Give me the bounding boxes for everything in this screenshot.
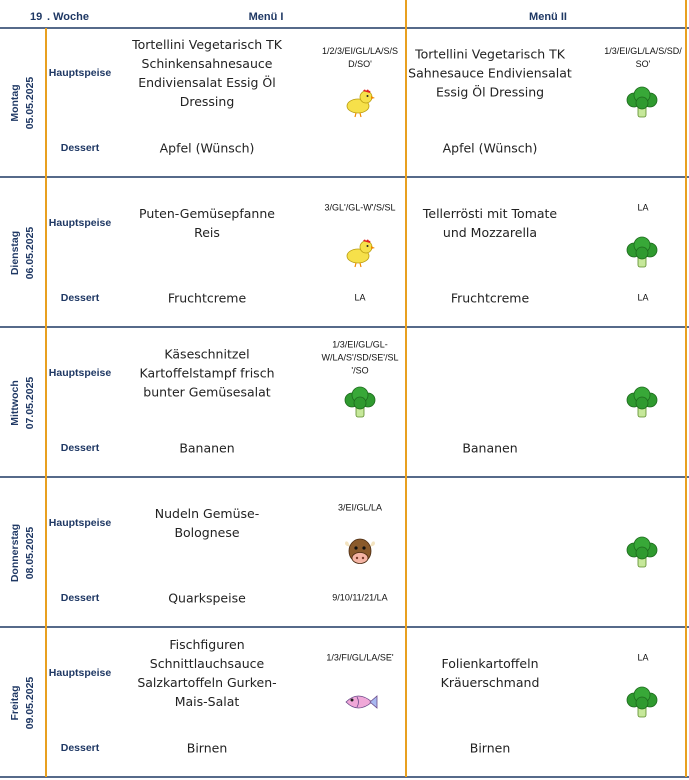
- allergen-codes-line: 1/3/EI/GL/LA/S/SD/: [604, 46, 682, 56]
- day-name: Mittwoch: [9, 380, 21, 426]
- allergen-codes-line: LA: [637, 652, 649, 663]
- allergen-codes-line: 9/10/11/21/LA: [332, 592, 388, 603]
- main-dish-line: Endiviensalat Essig Öl: [138, 75, 276, 90]
- allergen-codes: 1/2/3/EI/GL/LA/S/S D/SO': [322, 45, 398, 71]
- main-label: Hauptspeise: [48, 367, 112, 379]
- day-label: Freitag 09.05.2025: [8, 677, 38, 730]
- day-name: Freitag: [9, 685, 21, 721]
- allergen-codes-line: 1/2/3/EI/GL/LA/S/S: [321, 46, 399, 56]
- allergen-codes-line: W/LA/S'/SD/SE'/SL: [321, 352, 399, 363]
- main-dish: Folienkartoffeln Kräuerschmand: [441, 654, 540, 692]
- main-dish-line: Nudeln Gemüse-: [154, 506, 260, 521]
- allergen-codes: LA: [637, 292, 648, 305]
- allergen-codes: LA: [354, 292, 365, 305]
- allergen-codes-line: 3/GL'/GL-W'/S/SL: [324, 202, 396, 213]
- dessert-dish: Apfel (Wünsch): [442, 140, 538, 156]
- day-name: Dienstag: [9, 230, 21, 276]
- day-label: Donnerstag 08.05.2025: [8, 524, 38, 582]
- main-dish: Nudeln Gemüse- Bolognese: [155, 504, 259, 542]
- main-label: Hauptspeise: [48, 517, 112, 529]
- main-dish-line: Dressing: [179, 94, 235, 109]
- main-dish-line: Käseschnitzel: [164, 346, 250, 362]
- dessert-dish: Quarkspeise: [168, 590, 246, 606]
- dessert-label: Dessert: [60, 592, 100, 604]
- dessert-dish: Birnen: [186, 740, 228, 756]
- main-dish: Tortellini Vegetarisch TK Sahnesauce Endi…: [408, 45, 572, 102]
- dessert-label: Dessert: [60, 142, 100, 154]
- day-label: Mittwoch 07.05.2025: [8, 377, 38, 430]
- dessert-dish: Birnen: [469, 740, 511, 756]
- day-date: 09.05.2025: [24, 676, 36, 730]
- allergen-codes: 3/EI/GL/LA: [338, 502, 382, 515]
- main-dish-line: Reis: [194, 225, 220, 240]
- main-dish-line: Mais-Salat: [174, 694, 240, 709]
- main-dish-line: Tortellini Vegetarisch TK: [132, 37, 282, 52]
- allergen-codes: 9/10/11/21/LA: [332, 592, 387, 605]
- main-dish-line: Schnittlauchsauce: [149, 656, 265, 671]
- main-dish-line: Essig Öl Dressing: [435, 84, 545, 100]
- day-date: 08.05.2025: [24, 526, 36, 580]
- dessert-dish: Apfel (Wünsch): [159, 140, 255, 156]
- main-dish-line: und Mozzarella: [442, 225, 538, 240]
- main-dish-line: Schinkensahnesauce: [141, 56, 273, 71]
- allergen-codes-line: LA: [637, 292, 649, 303]
- main-dish-line: Folienkartoffeln: [441, 656, 539, 671]
- dessert-label: Dessert: [60, 292, 100, 304]
- main-dish-line: Fischfiguren: [169, 637, 245, 652]
- day-date: 06.05.2025: [24, 226, 36, 280]
- week-number: 19: [30, 11, 43, 23]
- main-label: Hauptspeise: [48, 67, 112, 79]
- allergen-codes-line: '/SO: [351, 365, 369, 376]
- main-dish: Käseschnitzel Kartoffelstampf frisch bunte…: [140, 345, 275, 402]
- allergen-codes-line: D/SO': [348, 59, 372, 69]
- main-dish-line: Tellerrösti mit Tomate: [422, 206, 558, 221]
- allergen-codes: LA: [637, 202, 648, 215]
- day-date: 05.05.2025: [24, 76, 36, 130]
- main-dish-line: Salzkartoffeln Gurken-: [137, 675, 277, 690]
- day-name: Montag: [9, 84, 21, 122]
- main-dish-line: Bolognese: [174, 525, 240, 540]
- allergen-codes: LA: [637, 652, 648, 665]
- allergen-codes-line: LA: [354, 292, 366, 303]
- allergen-codes: 1/3/EI/GL/LA/S/SD/SO': [604, 45, 682, 71]
- allergen-codes: 1/3/EI/GL/GL- W/LA/S'/SD/SE'/SL '/SO: [322, 339, 399, 378]
- main-label: Hauptspeise: [48, 667, 112, 679]
- dessert-dish: Bananen: [462, 440, 518, 456]
- main-label: Hauptspeise: [48, 217, 112, 229]
- main-dish-line: Puten-Gemüsepfanne: [139, 206, 275, 221]
- menu-header: Menü I: [248, 11, 284, 23]
- main-dish-line: Kräuerschmand: [440, 675, 540, 690]
- main-dish: Puten-Gemüsepfanne Reis: [139, 204, 275, 242]
- allergen-codes-line: SO': [635, 59, 651, 69]
- allergen-codes-line: 1/3/EI/GL/GL-: [332, 339, 388, 350]
- dessert-label: Dessert: [60, 742, 100, 754]
- allergen-codes-line: LA: [637, 202, 649, 213]
- dessert-label: Dessert: [60, 442, 100, 454]
- allergen-codes-line: 1/3/FI/GL/LA/SE': [326, 652, 394, 663]
- main-dish-line: Kartoffelstampf frisch: [139, 365, 275, 381]
- allergen-codes: 3/GL'/GL-W'/S/SL: [325, 202, 396, 215]
- main-dish: Tellerrösti mit Tomate und Mozzarella: [423, 204, 557, 242]
- day-label: Montag 05.05.2025: [8, 77, 38, 130]
- menu-header: Menü II: [529, 11, 567, 23]
- allergen-codes: 1/3/FI/GL/LA/SE': [326, 652, 393, 665]
- day-name: Donnerstag: [9, 523, 21, 583]
- dessert-dish: Bananen: [179, 440, 235, 456]
- allergen-codes-line: 3/EI/GL/LA: [337, 502, 383, 513]
- dessert-dish: Fruchtcreme: [167, 290, 247, 306]
- main-dish-line: Sahnesauce Endiviensalat: [408, 65, 572, 81]
- main-dish: Tortellini Vegetarisch TK Schinkensahnesa…: [132, 35, 282, 111]
- day-date: 07.05.2025: [24, 376, 36, 430]
- week-label: . Woche: [47, 11, 89, 23]
- main-dish-line: bunter Gemüsesalat: [143, 384, 271, 400]
- main-dish-line: Tortellini Vegetarisch TK: [415, 46, 565, 62]
- main-dish: Fischfiguren Schnittlauchsauce Salzkartoff…: [137, 635, 276, 711]
- day-label: Dienstag 06.05.2025: [8, 227, 38, 280]
- dessert-dish: Fruchtcreme: [450, 290, 530, 306]
